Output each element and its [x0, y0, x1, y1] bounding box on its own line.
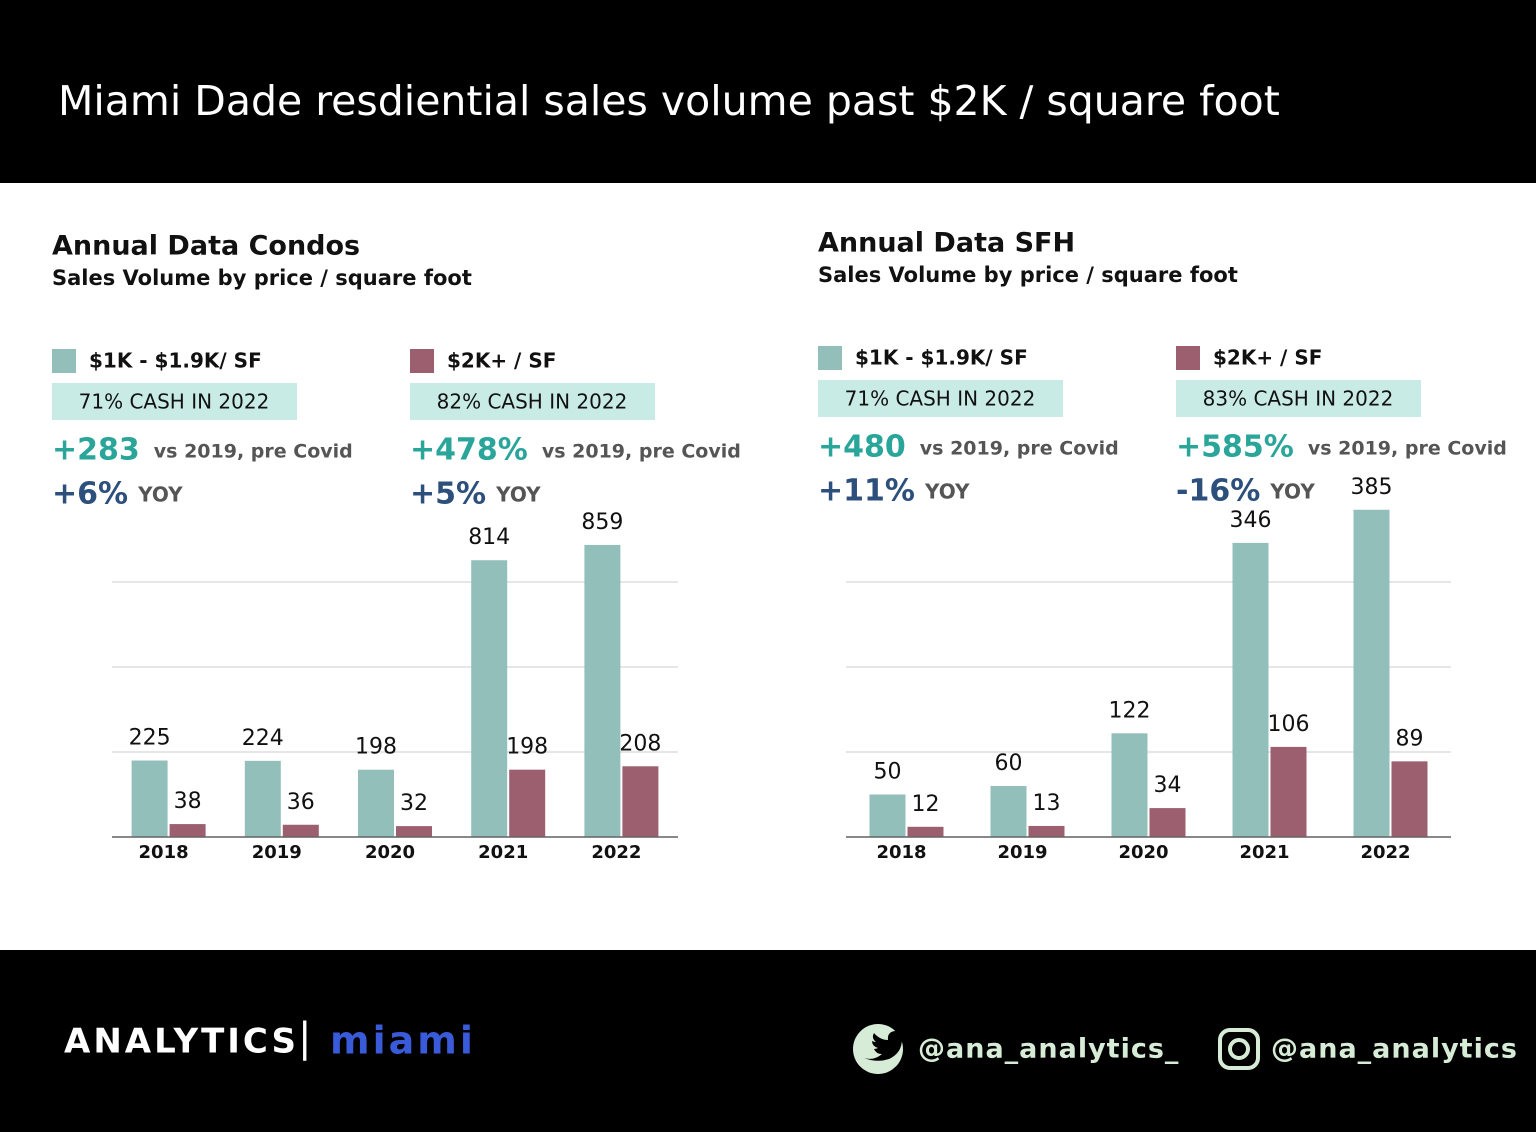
- change-note: vs 2019, pre Covid: [920, 438, 1119, 460]
- value-label: 34: [1154, 773, 1182, 798]
- cash-box: [410, 383, 655, 420]
- x-tick-label: 2019: [997, 842, 1047, 863]
- value-label: 225: [129, 726, 171, 751]
- x-tick-label: 2022: [591, 842, 641, 863]
- legend-swatch: [818, 346, 842, 370]
- bar: [509, 769, 546, 837]
- footer-bg: [0, 950, 1536, 1132]
- page-title: Miami Dade resdiential sales volume past…: [58, 77, 1280, 125]
- value-label: 89: [1396, 726, 1424, 751]
- bar: [907, 826, 944, 837]
- x-tick-label: 2019: [252, 842, 302, 863]
- legend-swatch: [52, 349, 76, 373]
- bar: [1353, 509, 1390, 837]
- cash-box: [818, 380, 1063, 417]
- legend-label: $2K+ / SF: [1213, 346, 1322, 370]
- bar: [169, 824, 206, 837]
- x-tick-label: 2022: [1360, 842, 1410, 863]
- change-value: +478%: [410, 433, 528, 468]
- yoy-change: +5%: [410, 477, 486, 512]
- yoy-label: YOY: [137, 483, 183, 507]
- value-label: 32: [400, 791, 428, 816]
- value-label: 38: [174, 789, 202, 814]
- legend-label: $2K+ / SF: [447, 349, 556, 373]
- cash-label: 82% CASH IN 2022: [437, 390, 628, 414]
- bar: [584, 544, 621, 837]
- x-tick-label: 2020: [365, 842, 415, 863]
- value-label: 13: [1033, 791, 1061, 816]
- value-label: 60: [995, 751, 1023, 776]
- change-value: +480: [818, 430, 906, 465]
- twitter-handle: @ana_analytics_: [918, 1034, 1179, 1065]
- legend-label: $1K - $1.9K/ SF: [855, 346, 1028, 370]
- x-tick-label: 2018: [876, 842, 926, 863]
- twitter-bird: [864, 1031, 906, 1061]
- value-label: 208: [619, 731, 661, 756]
- value-label: 814: [468, 525, 510, 550]
- x-tick-label: 2021: [1239, 842, 1289, 863]
- value-label: 346: [1230, 508, 1272, 533]
- yoy-change: +11%: [818, 474, 915, 509]
- bar: [622, 766, 659, 837]
- change-note: vs 2019, pre Covid: [1308, 438, 1507, 460]
- value-label: 36: [287, 790, 315, 815]
- cash-box: [52, 383, 297, 420]
- bar: [869, 794, 906, 837]
- bar: [1270, 746, 1307, 837]
- x-tick-label: 2018: [139, 842, 189, 863]
- instagram-lens: [1228, 1038, 1250, 1060]
- bar: [244, 760, 281, 837]
- yoy-label: YOY: [1269, 480, 1315, 504]
- brand-city: miami: [330, 1019, 476, 1063]
- brand: ANALYTICS: [64, 1022, 299, 1062]
- value-label: 859: [581, 510, 623, 535]
- x-tick-label: 2020: [1118, 842, 1168, 863]
- legend-swatch: [410, 349, 434, 373]
- change-value: +585%: [1176, 430, 1294, 465]
- bar: [282, 824, 319, 837]
- cash-box: [1176, 380, 1421, 417]
- value-label: 385: [1351, 475, 1393, 500]
- header-bg: [0, 0, 1536, 183]
- chart-title: Annual Data SFH: [818, 228, 1075, 259]
- yoy-label: YOY: [495, 483, 541, 507]
- bar: [396, 826, 432, 837]
- value-label: 224: [242, 726, 284, 751]
- bar: [1232, 542, 1269, 837]
- brand-separator: |: [298, 1015, 311, 1061]
- bar: [990, 786, 1027, 837]
- bar: [1391, 761, 1428, 837]
- legend-label: $1K - $1.9K/ SF: [89, 349, 262, 373]
- chart-subtitle: Sales Volume by price / square foot: [52, 266, 472, 290]
- value-label: 106: [1268, 712, 1310, 737]
- bar: [1028, 825, 1065, 837]
- value-label: 198: [355, 735, 397, 760]
- chart-title: Annual Data Condos: [52, 231, 360, 262]
- yoy-change: +6%: [52, 477, 128, 512]
- bar: [1149, 808, 1186, 837]
- chart-subtitle: Sales Volume by price / square foot: [818, 263, 1238, 287]
- change-value: +283: [52, 433, 140, 468]
- change-note: vs 2019, pre Covid: [542, 441, 741, 463]
- bar: [1111, 733, 1148, 837]
- yoy-label: YOY: [924, 480, 970, 504]
- x-tick-label: 2021: [478, 842, 528, 863]
- change-note: vs 2019, pre Covid: [154, 441, 353, 463]
- value-label: 122: [1109, 698, 1151, 723]
- value-label: 50: [874, 760, 902, 785]
- cash-label: 83% CASH IN 2022: [1203, 387, 1394, 411]
- bar: [471, 560, 508, 837]
- value-label: 198: [506, 735, 548, 760]
- instagram-handle: @ana_analytics: [1271, 1034, 1518, 1065]
- bar: [131, 760, 168, 837]
- bar: [358, 769, 394, 837]
- cash-label: 71% CASH IN 2022: [79, 390, 270, 414]
- instagram-icon: [1218, 1028, 1260, 1070]
- cash-label: 71% CASH IN 2022: [845, 387, 1036, 411]
- yoy-change: -16%: [1176, 474, 1260, 509]
- value-label: 12: [912, 792, 940, 817]
- legend-swatch: [1176, 346, 1200, 370]
